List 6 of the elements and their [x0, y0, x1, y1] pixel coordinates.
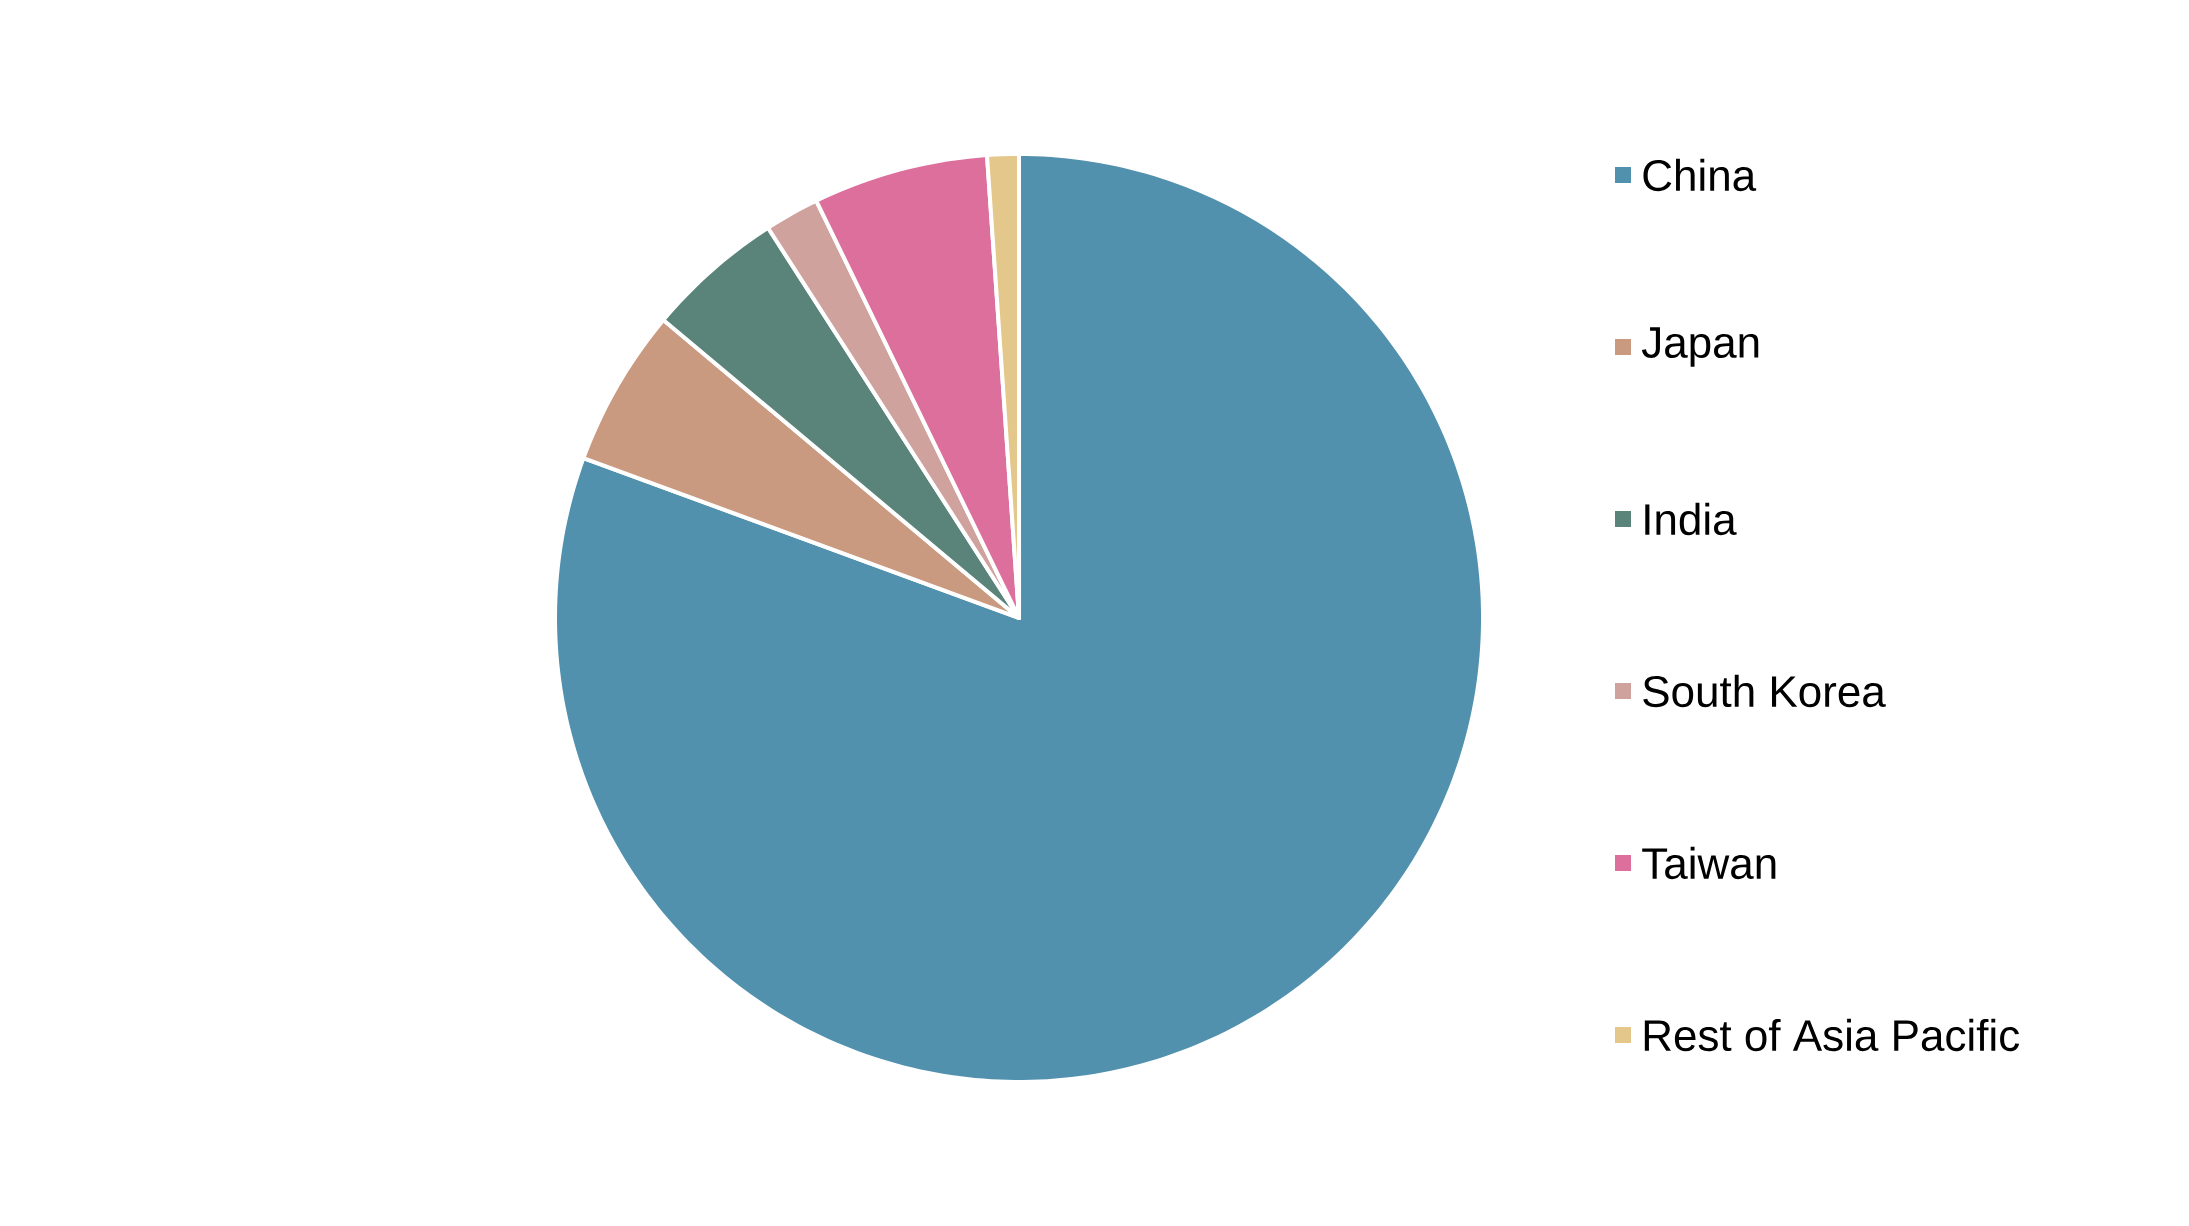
legend-label: Taiwan: [1642, 846, 1776, 880]
legend-label: Rest of Asia Pacific: [1644, 1018, 2020, 1052]
legend-label: India: [1645, 502, 1737, 536]
legend-label: China: [1643, 158, 1757, 192]
legend-label: Japan: [1641, 327, 1759, 367]
legend-label: South Korea: [1643, 674, 1886, 708]
